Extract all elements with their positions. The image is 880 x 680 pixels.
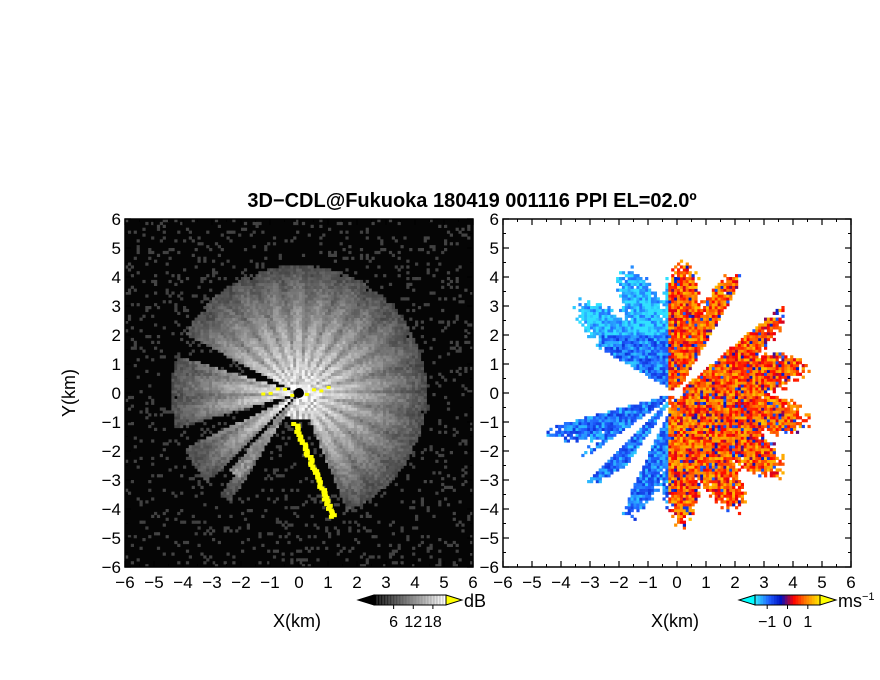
y-tick-label: 1	[490, 355, 499, 374]
y-tick-label: 2	[490, 326, 499, 345]
x-tick-label: 2	[730, 573, 739, 592]
x-axis-label: X(km)	[273, 611, 321, 631]
colorbar-tick-label: 12	[404, 614, 422, 631]
x-tick-label: 3	[381, 573, 390, 592]
x-tick-label: −5	[522, 573, 541, 592]
y-tick-label: −3	[480, 471, 499, 490]
x-tick-label: −3	[580, 573, 599, 592]
colorbar-unit: dB	[464, 591, 486, 611]
y-tick-label: −6	[480, 558, 499, 577]
x-tick-label: −6	[493, 573, 512, 592]
x-tick-label: −2	[609, 573, 628, 592]
y-tick-label: −4	[480, 500, 499, 519]
y-tick-label: 4	[490, 268, 499, 287]
colorbar-over-triangle	[819, 594, 838, 606]
y-tick-label: −2	[102, 442, 121, 461]
y-tick-label: 2	[112, 326, 121, 345]
colorbar-tick-label: −1	[758, 614, 776, 631]
x-tick-label: 1	[323, 573, 332, 592]
y-tick-label: 6	[112, 210, 121, 229]
x-tick-label: 0	[294, 573, 303, 592]
x-tick-label: 0	[672, 573, 681, 592]
x-tick-label: −4	[551, 573, 570, 592]
x-tick-label: 4	[788, 573, 797, 592]
y-tick-label: 5	[112, 239, 121, 258]
colorbar-tick-label: 6	[389, 614, 398, 631]
y-tick-label: 5	[490, 239, 499, 258]
colorbar-tick-label: 0	[783, 614, 792, 631]
y-tick-label: 3	[112, 297, 121, 316]
colorbar: −1 0 1 ms−1	[737, 591, 875, 631]
figure-title: 3D−CDL@Fukuoka 180419 001116 PPI EL=02.0…	[247, 190, 696, 212]
y-tick-label: −4	[102, 500, 121, 519]
y-tick-label: −1	[480, 413, 499, 432]
y-tick-label: 3	[490, 297, 499, 316]
y-tick-label: −3	[102, 471, 121, 490]
colorbar-over-triangle	[445, 594, 464, 606]
y-tick-label: 6	[490, 210, 499, 229]
x-tick-label: 2	[352, 573, 361, 592]
x-tick-label: −6	[115, 573, 134, 592]
x-tick-label: 1	[701, 573, 710, 592]
x-tick-label: 6	[846, 573, 855, 592]
y-tick-label: −2	[480, 442, 499, 461]
colorbar-tick-label: 18	[424, 614, 442, 631]
x-tick-label: 4	[410, 573, 419, 592]
colorbar-tick-label: 1	[803, 614, 812, 631]
x-tick-label: −5	[144, 573, 163, 592]
heatmap-field	[503, 219, 851, 567]
x-tick-label: 5	[817, 573, 826, 592]
heatmap-field	[125, 219, 473, 567]
x-axis-label: X(km)	[651, 611, 699, 631]
y-tick-label: −5	[480, 529, 499, 548]
colorbar-unit: ms−1	[838, 591, 875, 611]
x-tick-label: 6	[468, 573, 477, 592]
y-tick-label: 1	[112, 355, 121, 374]
x-tick-label: −1	[638, 573, 657, 592]
radar-site-marker	[294, 388, 304, 398]
colorbar-under-triangle	[356, 594, 375, 606]
y-tick-label: −5	[102, 529, 121, 548]
x-tick-label: 3	[759, 573, 768, 592]
y-axis-label: Y(km)	[59, 369, 79, 417]
colorbar-under-triangle	[737, 594, 756, 606]
y-tick-label: −6	[102, 558, 121, 577]
y-tick-label: −1	[102, 413, 121, 432]
x-tick-label: −3	[202, 573, 221, 592]
y-tick-label: 4	[112, 268, 121, 287]
y-tick-label: 0	[490, 384, 499, 403]
snr-panel: −6 −5 −4 −3 −2 −1 0 1 2 3 4 5 6−6−5−4−3−2−10123456X(…	[59, 210, 486, 631]
x-tick-label: −4	[173, 573, 192, 592]
colorbar: 6 12 18 dB	[356, 591, 486, 631]
y-tick-label: 0	[112, 384, 121, 403]
x-tick-label: 5	[439, 573, 448, 592]
velocity-panel: −6 −5 −4 −3 −2 −1 0 1 2 3 4 5 6−6−5−4−3−2−10123456X(…	[480, 210, 875, 631]
x-tick-label: −1	[260, 573, 279, 592]
x-tick-label: −2	[231, 573, 250, 592]
